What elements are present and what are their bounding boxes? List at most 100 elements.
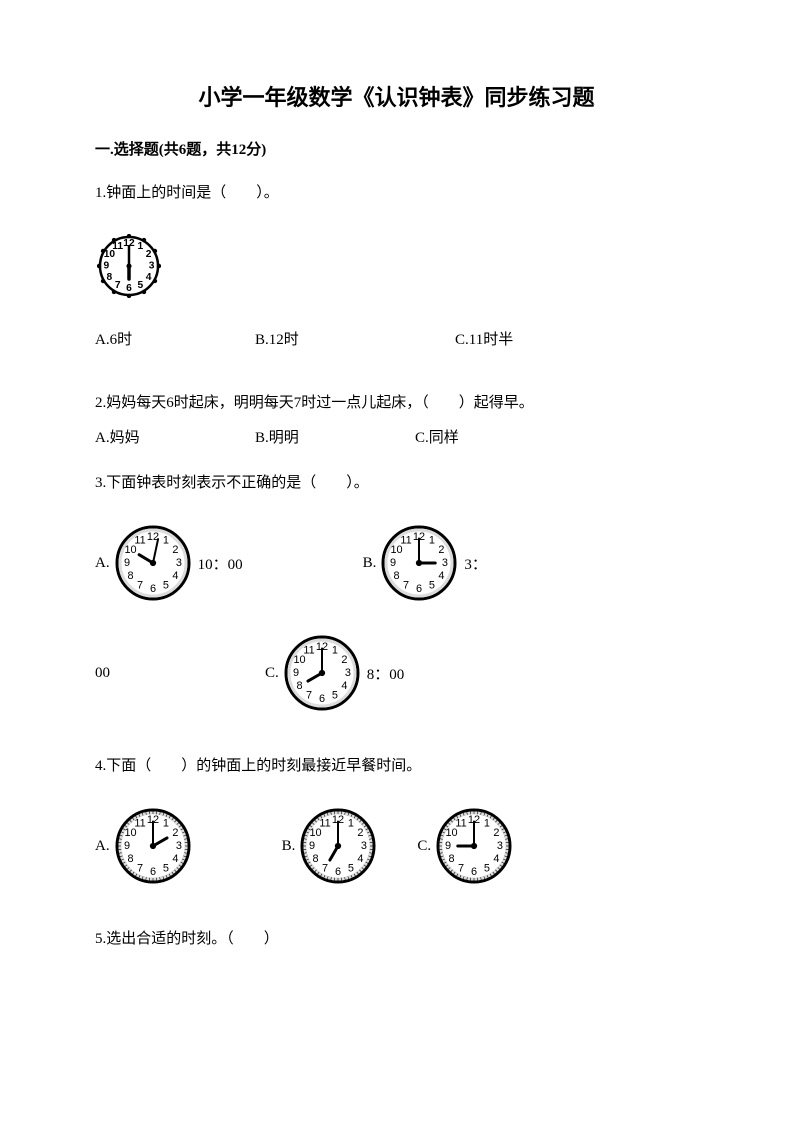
q3-b-clock: 123456789101112	[380, 524, 458, 602]
svg-text:6: 6	[126, 283, 132, 294]
q3-a-after: 10：00	[198, 553, 243, 574]
svg-text:3: 3	[442, 557, 448, 569]
svg-text:4: 4	[146, 272, 152, 283]
svg-text:5: 5	[332, 689, 338, 701]
q4-a-clock: 123456789101112	[114, 807, 192, 885]
svg-text:9: 9	[124, 840, 130, 852]
q3-c-after: 8：00	[367, 663, 405, 684]
q3-cont: 00	[95, 665, 265, 682]
svg-text:6: 6	[335, 866, 341, 878]
svg-text:3: 3	[175, 840, 181, 852]
svg-text:2: 2	[358, 827, 364, 839]
q4-c-label: C.	[417, 838, 431, 855]
svg-text:1: 1	[163, 818, 169, 830]
svg-text:2: 2	[341, 654, 347, 666]
svg-text:11: 11	[134, 818, 145, 830]
svg-text:8: 8	[107, 272, 113, 283]
svg-text:11: 11	[112, 241, 123, 252]
q4-b-clock: 123456789101112	[299, 807, 377, 885]
svg-text:3: 3	[361, 840, 367, 852]
svg-text:8: 8	[127, 570, 133, 582]
svg-text:1: 1	[137, 241, 143, 252]
svg-text:9: 9	[293, 667, 299, 679]
svg-text:7: 7	[403, 579, 409, 591]
svg-text:11: 11	[134, 535, 145, 547]
q2-options: A.妈妈 B.明明 C.同样	[95, 426, 698, 447]
q4-b-label: B.	[282, 838, 296, 855]
svg-text:5: 5	[163, 579, 169, 591]
q1-opt-a: A.6时	[95, 328, 255, 349]
q3-b-after: 3：	[464, 553, 487, 574]
svg-text:5: 5	[429, 579, 435, 591]
svg-text:11: 11	[303, 645, 314, 657]
q2-text: 2.妈妈每天6时起床，明明每天7时过一点儿起床，（ ）起得早。	[95, 387, 698, 420]
svg-text:8: 8	[313, 853, 319, 865]
svg-text:4: 4	[494, 853, 500, 865]
svg-text:9: 9	[390, 557, 396, 569]
q3-a-clock: 123456789101112	[114, 524, 192, 602]
q3-row2: 00 C. 123456789101112 8：00	[95, 634, 698, 712]
q4-row: A. 123456789101112 B. 123456789101112 C.…	[95, 807, 698, 885]
q1-text: 1.钟面上的时间是（ ）。	[95, 177, 698, 210]
svg-text:3: 3	[345, 667, 351, 679]
page-title: 小学一年级数学《认识钟表》同步练习题	[95, 80, 698, 112]
q1-options: A.6时 B.12时 C.11时半	[95, 328, 698, 349]
q3-c-clock: 123456789101112	[283, 634, 361, 712]
q3-text: 3.下面钟表时刻表示不正确的是（ ）。	[95, 467, 698, 500]
q5-text: 5.选出合适的时刻。（ ）	[95, 923, 698, 956]
svg-text:7: 7	[322, 862, 328, 874]
svg-text:6: 6	[319, 693, 325, 705]
q1-clock: 123456789101112	[97, 234, 698, 298]
svg-text:2: 2	[172, 827, 178, 839]
q1-opt-c: C.11时半	[455, 328, 513, 349]
q3-a-label: A.	[95, 555, 110, 572]
q1-opt-b: B.12时	[255, 328, 455, 349]
svg-text:7: 7	[115, 280, 121, 291]
svg-text:6: 6	[471, 866, 477, 878]
svg-text:2: 2	[172, 544, 178, 556]
svg-text:2: 2	[146, 249, 152, 260]
svg-text:5: 5	[163, 862, 169, 874]
svg-text:5: 5	[348, 862, 354, 874]
svg-text:1: 1	[348, 818, 354, 830]
q2-opt-b: B.明明	[255, 426, 415, 447]
svg-text:6: 6	[416, 583, 422, 595]
svg-text:9: 9	[104, 261, 110, 272]
svg-text:3: 3	[497, 840, 503, 852]
svg-text:4: 4	[358, 853, 364, 865]
q3-b-label: B.	[363, 555, 377, 572]
q4-text: 4.下面（ ）的钟面上的时刻最接近早餐时间。	[95, 750, 698, 783]
svg-text:1: 1	[484, 818, 490, 830]
svg-text:2: 2	[439, 544, 445, 556]
svg-text:6: 6	[150, 583, 156, 595]
q3-c-label: C.	[265, 665, 279, 682]
svg-text:9: 9	[445, 840, 451, 852]
svg-text:8: 8	[127, 853, 133, 865]
svg-text:7: 7	[458, 862, 464, 874]
q4-a-label: A.	[95, 838, 110, 855]
q3-row1: A. 123456789101112 10：00 B. 123456789101…	[95, 524, 698, 602]
svg-text:6: 6	[150, 866, 156, 878]
svg-text:7: 7	[137, 862, 143, 874]
svg-text:1: 1	[429, 535, 435, 547]
svg-text:3: 3	[175, 557, 181, 569]
svg-text:4: 4	[341, 680, 347, 692]
svg-text:9: 9	[309, 840, 315, 852]
svg-text:1: 1	[163, 535, 169, 547]
svg-text:4: 4	[172, 853, 178, 865]
svg-text:5: 5	[484, 862, 490, 874]
svg-text:2: 2	[494, 827, 500, 839]
q2-opt-c: C.同样	[415, 426, 459, 447]
svg-text:11: 11	[456, 818, 467, 830]
svg-text:9: 9	[124, 557, 130, 569]
section-header: 一.选择题(共6题，共12分)	[95, 138, 698, 159]
svg-text:8: 8	[394, 570, 400, 582]
svg-text:1: 1	[332, 645, 338, 657]
svg-text:5: 5	[137, 280, 143, 291]
svg-text:8: 8	[296, 680, 302, 692]
svg-text:11: 11	[320, 818, 331, 830]
svg-text:3: 3	[149, 261, 155, 272]
svg-text:4: 4	[172, 570, 178, 582]
q4-c-clock: 123456789101112	[435, 807, 513, 885]
svg-text:7: 7	[137, 579, 143, 591]
